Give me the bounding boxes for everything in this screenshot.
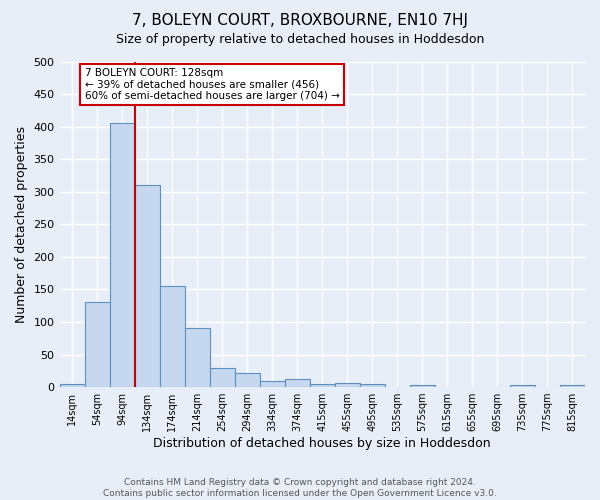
- Bar: [160, 286, 185, 387]
- Bar: [110, 124, 134, 387]
- Bar: [134, 185, 160, 387]
- Bar: [560, 385, 585, 387]
- Bar: [260, 381, 285, 387]
- Bar: [360, 384, 385, 387]
- Bar: [285, 378, 310, 387]
- Y-axis label: Number of detached properties: Number of detached properties: [15, 126, 28, 323]
- Text: Contains HM Land Registry data © Crown copyright and database right 2024.
Contai: Contains HM Land Registry data © Crown c…: [103, 478, 497, 498]
- Bar: [335, 383, 360, 387]
- Bar: [235, 373, 260, 387]
- Text: 7, BOLEYN COURT, BROXBOURNE, EN10 7HJ: 7, BOLEYN COURT, BROXBOURNE, EN10 7HJ: [132, 12, 468, 28]
- Bar: [209, 368, 235, 387]
- Bar: [85, 302, 110, 387]
- Text: Size of property relative to detached houses in Hoddesdon: Size of property relative to detached ho…: [116, 32, 484, 46]
- Bar: [510, 385, 535, 387]
- Text: 7 BOLEYN COURT: 128sqm
← 39% of detached houses are smaller (456)
60% of semi-de: 7 BOLEYN COURT: 128sqm ← 39% of detached…: [85, 68, 340, 101]
- Bar: [185, 328, 209, 387]
- Bar: [410, 385, 435, 387]
- Bar: [59, 384, 85, 387]
- X-axis label: Distribution of detached houses by size in Hoddesdon: Distribution of detached houses by size …: [154, 437, 491, 450]
- Bar: [310, 384, 335, 387]
